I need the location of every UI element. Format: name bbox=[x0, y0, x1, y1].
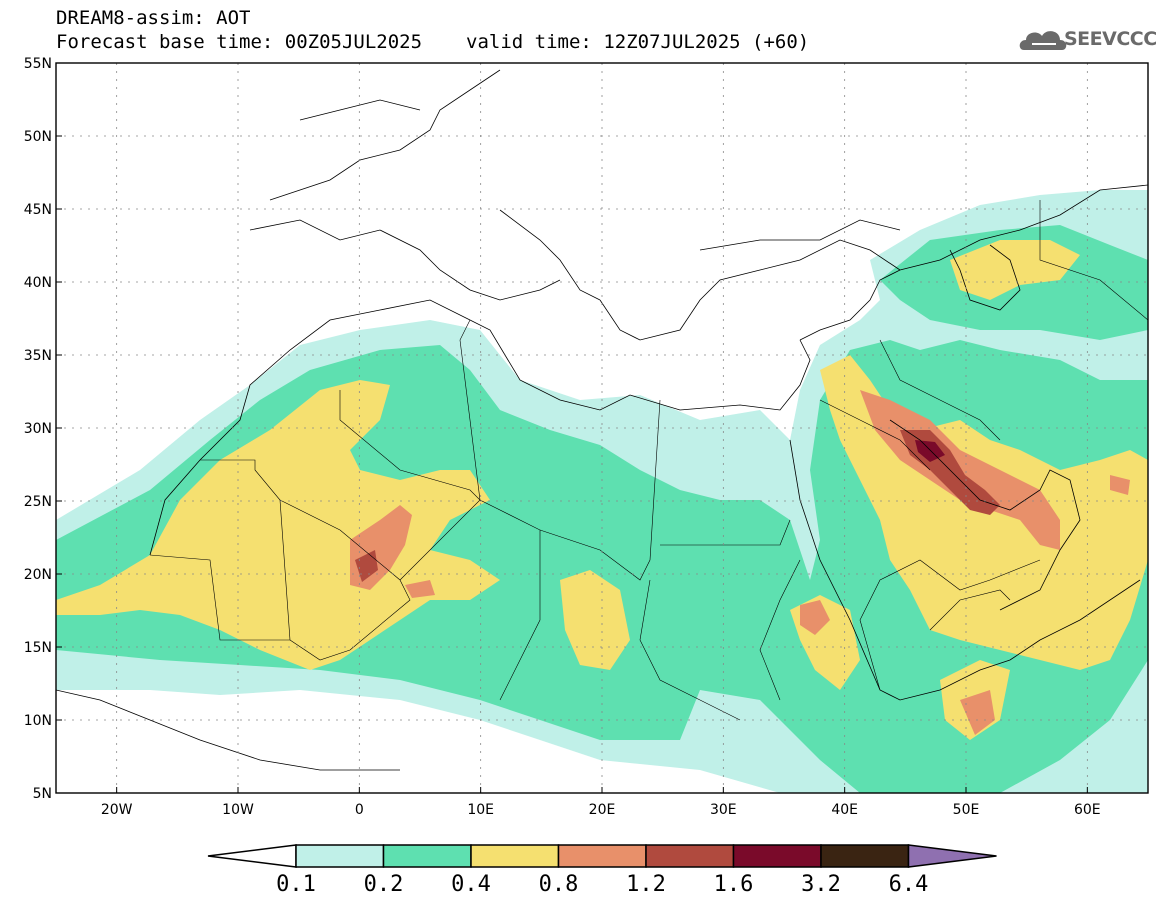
colorbar-swatch bbox=[820, 844, 910, 868]
colorbar-label: 0.1 bbox=[276, 872, 316, 897]
colorbar-swatch bbox=[557, 844, 647, 868]
lon-tick-label: 50E bbox=[953, 802, 980, 818]
country-borders bbox=[149, 200, 1148, 721]
lon-tick-label: 10E bbox=[467, 802, 494, 818]
logo-text: SEEVCCC bbox=[1064, 28, 1157, 50]
colorbar-swatch bbox=[470, 844, 560, 868]
lat-tick-label: 25N bbox=[24, 494, 52, 510]
lat-tick-label: 40N bbox=[24, 275, 52, 291]
lat-tick-label: 30N bbox=[24, 421, 52, 437]
colorbar-label: 1.6 bbox=[714, 872, 754, 897]
lat-tick-label: 20N bbox=[24, 567, 52, 583]
lon-tick-label: 60E bbox=[1074, 802, 1101, 818]
colorbar-arrow-high bbox=[907, 844, 997, 868]
colorbar-label: 0.8 bbox=[539, 872, 579, 897]
lat-tick-label: 35N bbox=[24, 348, 52, 364]
cloud-logo-icon bbox=[1019, 31, 1067, 50]
colorbar-swatch bbox=[382, 844, 472, 868]
lon-tick-label: 30E bbox=[710, 802, 737, 818]
colorbar-swatch bbox=[732, 844, 822, 868]
latitude-axis: 55N 50N 45N 40N 35N 30N 25N 20N 15N 10N 5N bbox=[24, 56, 62, 802]
colorbar-swatch bbox=[645, 844, 735, 868]
lon-tick-label: 20W bbox=[101, 802, 133, 818]
colorbar-label: 0.2 bbox=[364, 872, 404, 897]
longitude-axis: 20W 10W 0 10E 20E 30E 40E 50E 60E bbox=[101, 787, 1101, 818]
colorbar-label: 3.2 bbox=[801, 872, 841, 897]
lat-tick-label: 50N bbox=[24, 129, 52, 145]
lat-tick-label: 45N bbox=[24, 202, 52, 218]
base-time: Forecast base time: 00Z05JUL2025 bbox=[56, 31, 423, 53]
lon-tick-label: 0 bbox=[355, 802, 364, 818]
aot-field bbox=[56, 190, 1148, 793]
lat-tick-label: 5N bbox=[33, 786, 52, 802]
forecast-times: Forecast base time: 00Z05JUL2025 valid ti… bbox=[56, 32, 809, 52]
lon-tick-label: 20E bbox=[589, 802, 616, 818]
colorbar-label: 1.2 bbox=[626, 872, 666, 897]
colorbar-label: 6.4 bbox=[889, 872, 929, 897]
map-title: DREAM8-assim: AOT bbox=[56, 7, 251, 29]
coastlines bbox=[56, 69, 1148, 771]
lon-tick-label: 40E bbox=[831, 802, 858, 818]
valid-time: valid time: 12Z07JUL2025 (+60) bbox=[466, 31, 810, 53]
colorbar-label: 0.4 bbox=[451, 872, 491, 897]
lat-tick-label: 15N bbox=[24, 640, 52, 656]
lon-tick-label: 10W bbox=[222, 802, 254, 818]
lat-tick-label: 10N bbox=[24, 713, 52, 729]
colorbar-arrow-low bbox=[207, 844, 297, 868]
lat-tick-label: 55N bbox=[24, 56, 52, 72]
gridlines bbox=[56, 63, 1148, 793]
colorbar-swatch bbox=[295, 844, 385, 868]
